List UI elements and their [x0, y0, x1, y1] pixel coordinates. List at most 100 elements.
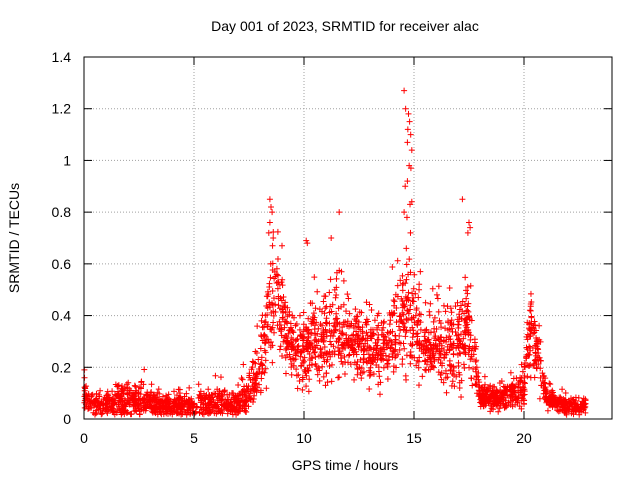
data-point-marker — [427, 358, 434, 365]
data-point-marker — [342, 344, 349, 351]
data-point-marker — [487, 382, 494, 389]
data-point-marker — [243, 403, 250, 410]
data-point-marker — [295, 371, 302, 378]
data-point-marker — [539, 370, 546, 377]
data-point-marker — [332, 294, 339, 301]
data-point-marker — [315, 353, 322, 360]
data-point-marker — [552, 394, 559, 401]
data-point-marker — [316, 377, 323, 384]
data-point-marker — [157, 404, 164, 411]
data-point-marker — [554, 401, 561, 408]
data-point-marker — [322, 293, 329, 300]
data-point-marker — [456, 306, 463, 313]
data-point-marker — [502, 387, 509, 394]
data-point-marker — [286, 340, 293, 347]
data-point-marker — [327, 303, 334, 310]
data-point-marker — [407, 360, 414, 367]
data-point-marker — [345, 343, 352, 350]
data-point-marker — [437, 351, 444, 358]
data-point-marker — [340, 341, 347, 348]
data-point-marker — [332, 316, 339, 323]
data-point-marker — [287, 320, 294, 327]
data-point-marker — [572, 405, 579, 412]
data-point-marker — [411, 271, 418, 278]
data-point-marker — [494, 392, 501, 399]
data-point-marker — [322, 305, 329, 312]
data-point-marker — [354, 338, 361, 345]
data-point-marker — [487, 408, 494, 415]
data-point-marker — [385, 330, 392, 337]
data-point-marker — [354, 313, 361, 320]
data-point-marker — [402, 333, 409, 340]
data-point-marker — [403, 315, 410, 322]
data-point-marker — [266, 219, 273, 226]
data-point-marker — [403, 352, 410, 359]
data-point-marker — [309, 355, 316, 362]
data-point-marker — [262, 357, 269, 364]
data-point-marker — [336, 348, 343, 355]
data-point-marker — [303, 237, 310, 244]
data-point-marker — [273, 279, 280, 286]
data-point-marker — [113, 392, 120, 399]
data-point-marker — [279, 282, 286, 289]
data-point-marker — [314, 366, 321, 373]
data-point-marker — [199, 410, 206, 417]
data-point-marker — [370, 371, 377, 378]
data-point-marker — [397, 312, 404, 319]
data-point-marker — [265, 229, 272, 236]
data-point-marker — [258, 354, 265, 361]
data-point-marker — [328, 328, 335, 335]
data-point-marker — [420, 350, 427, 357]
data-point-marker — [247, 377, 254, 384]
data-point-marker — [473, 357, 480, 364]
data-point-marker — [534, 345, 541, 352]
data-point-marker — [366, 301, 373, 308]
data-point-marker — [549, 389, 556, 396]
data-point-marker — [266, 304, 273, 311]
data-point-marker — [115, 403, 122, 410]
data-point-marker — [274, 285, 281, 292]
data-point-marker — [83, 392, 90, 399]
data-point-marker — [469, 382, 476, 389]
data-point-marker — [374, 326, 381, 333]
data-point-marker — [298, 362, 305, 369]
data-point-marker — [274, 256, 281, 263]
data-point-marker — [285, 330, 292, 337]
data-point-marker — [421, 357, 428, 364]
data-point-marker — [495, 408, 502, 415]
data-point-marker — [311, 314, 318, 321]
data-point-marker — [414, 322, 421, 329]
x-tick-label: 20 — [516, 430, 532, 446]
data-point-marker — [513, 375, 520, 382]
data-point-marker — [559, 386, 566, 393]
data-point-marker — [286, 326, 293, 333]
data-point-marker — [394, 257, 401, 264]
data-point-marker — [464, 303, 471, 310]
data-point-marker — [465, 308, 472, 315]
data-point-marker — [458, 393, 465, 400]
data-point-marker — [152, 406, 159, 413]
data-point-marker — [393, 364, 400, 371]
data-point-marker — [318, 308, 325, 315]
data-point-marker — [411, 319, 418, 326]
data-point-marker — [367, 329, 374, 336]
data-point-marker — [270, 312, 277, 319]
data-point-marker — [456, 350, 463, 357]
data-point-marker — [235, 408, 242, 415]
data-point-marker — [344, 339, 351, 346]
data-point-marker — [234, 392, 241, 399]
data-point-marker — [293, 337, 300, 344]
data-point-marker — [221, 400, 228, 407]
data-point-marker — [416, 311, 423, 318]
data-point-marker — [471, 336, 478, 343]
data-point-marker — [104, 399, 111, 406]
data-point-marker — [269, 324, 276, 331]
data-point-marker — [520, 392, 527, 399]
data-point-marker — [264, 323, 271, 330]
data-point-marker — [246, 372, 253, 379]
data-point-marker — [407, 327, 414, 334]
data-point-marker — [354, 371, 361, 378]
data-point-marker — [268, 203, 274, 210]
data-point-marker — [558, 395, 565, 402]
y-tick-label: 0.8 — [52, 204, 72, 220]
